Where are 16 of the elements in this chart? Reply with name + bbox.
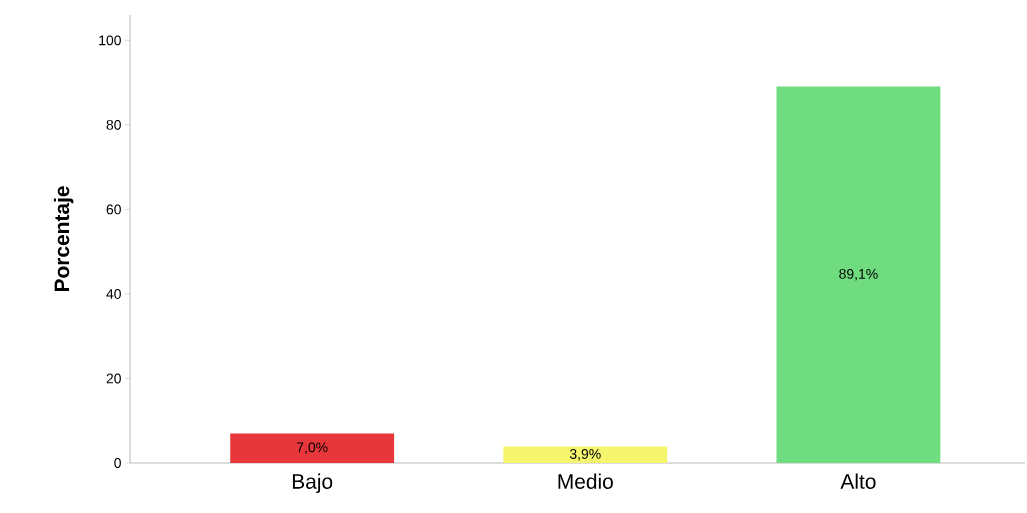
bar [776, 86, 941, 463]
x-tick-label: Bajo [292, 473, 333, 494]
bar [230, 433, 395, 463]
y-tick-label: 20 [106, 373, 121, 384]
y-tick-label: 80 [106, 119, 121, 130]
x-tick-label: Alto [840, 473, 876, 489]
data-label: 7,0% [296, 442, 328, 454]
y-tick-label: 40 [106, 288, 121, 299]
y-tick-label: 60 [106, 204, 121, 215]
y-tick-label: 0 [114, 458, 121, 468]
x-tick-label: Medio [558, 473, 613, 489]
data-label: 3,9% [569, 448, 601, 461]
y-axis-title: Porcentaje [53, 186, 74, 292]
bar [503, 446, 668, 463]
data-label: 89,1% [839, 268, 878, 281]
y-tick-label: 100 [99, 35, 121, 46]
